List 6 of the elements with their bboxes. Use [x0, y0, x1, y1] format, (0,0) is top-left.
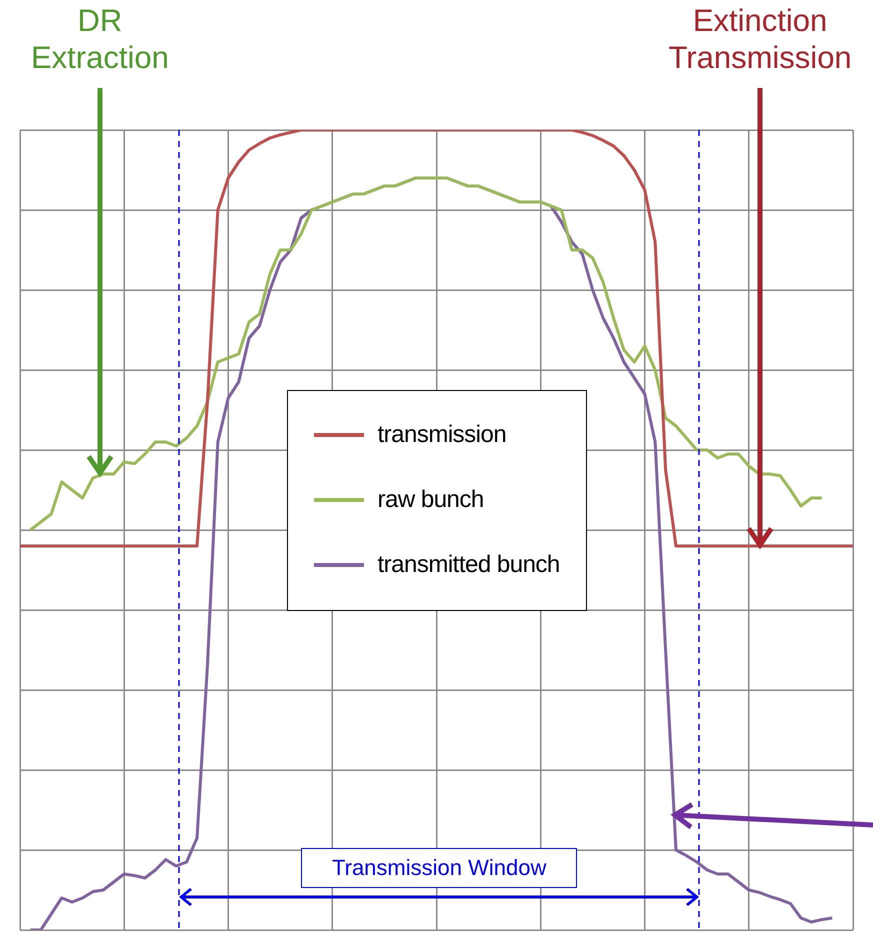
legend-label: raw bunch: [378, 486, 484, 514]
legend-label: transmission: [378, 421, 506, 449]
text: DR Extraction: [31, 2, 169, 76]
legend-label: transmitted bunch: [378, 551, 560, 579]
annotation: Transmission Window: [301, 848, 578, 888]
text: Extinction Transmission: [668, 2, 852, 76]
